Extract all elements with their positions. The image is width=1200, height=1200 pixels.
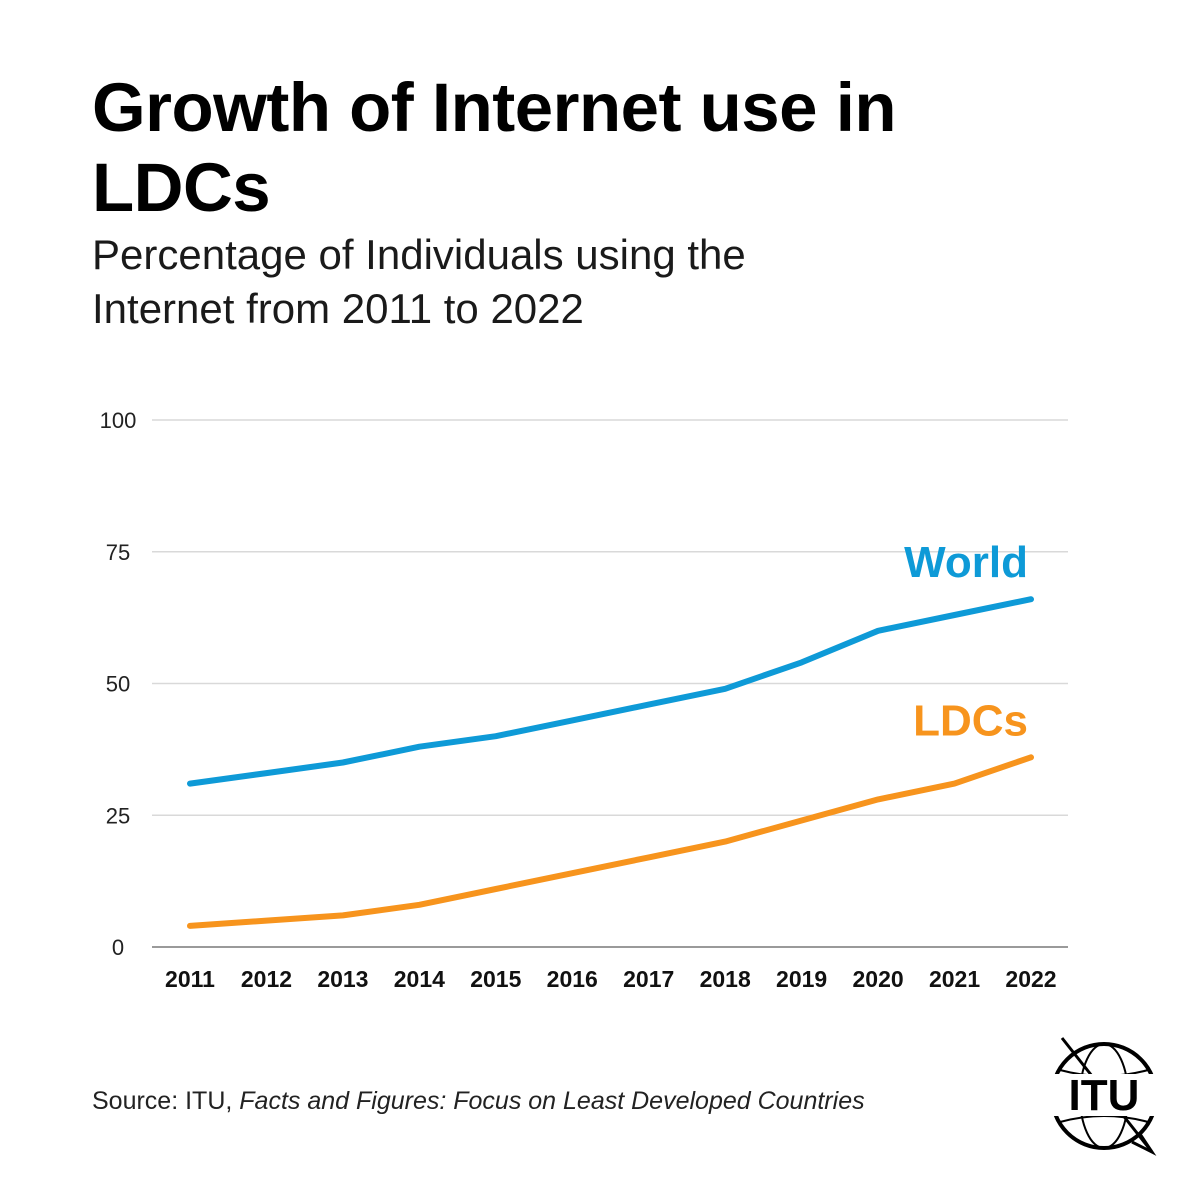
grid-layer <box>152 419 1068 948</box>
source-publication: Facts and Figures: Focus on Least Develo… <box>239 1087 865 1115</box>
source-prefix: Source: ITU, <box>92 1087 240 1115</box>
x-tick-label-2021: 2021 <box>929 966 980 992</box>
chart-subtitle: Percentage of Individuals using the Inte… <box>92 231 746 332</box>
x-axis-ticks: 2011 2012 2013 2014 2015 2016 2017 2018 2019 2020… <box>165 966 1057 992</box>
series-labels: World LDCs <box>904 538 1028 745</box>
series-layer <box>187 596 1034 929</box>
itu-globe-logo-icon: ITU <box>1050 1037 1158 1156</box>
x-tick-label-2019: 2019 <box>776 966 827 992</box>
y-axis-ticks: 0 25 50 75 100 <box>100 408 137 960</box>
series-line-ldcs <box>187 754 1034 929</box>
x-tick-label-2017: 2017 <box>623 966 674 992</box>
x-tick-label-2018: 2018 <box>700 966 751 992</box>
y-tick-label-50: 50 <box>106 672 130 697</box>
series-label-world: World <box>904 538 1028 587</box>
series-line-world <box>187 596 1034 787</box>
y-tick-label-100: 100 <box>100 408 137 433</box>
chart-title: Growth of Internet use in LDCs <box>92 69 897 226</box>
x-tick-label-2014: 2014 <box>394 966 445 992</box>
series-label-ldcs: LDCs <box>913 696 1028 745</box>
y-tick-label-75: 75 <box>106 540 130 565</box>
source-note: Source: ITU, Facts and Figures: Focus on… <box>92 1087 865 1116</box>
x-tick-label-2016: 2016 <box>547 966 598 992</box>
x-tick-label-2020: 2020 <box>853 966 904 992</box>
x-tick-label-2011: 2011 <box>165 966 215 992</box>
x-tick-label-2022: 2022 <box>1005 966 1056 992</box>
x-tick-label-2013: 2013 <box>317 966 368 992</box>
x-tick-label-2012: 2012 <box>241 966 292 992</box>
x-tick-label-2015: 2015 <box>470 966 521 992</box>
logo-text: ITU <box>1069 1071 1140 1120</box>
y-tick-label-0: 0 <box>112 935 124 960</box>
y-tick-label-25: 25 <box>106 803 130 828</box>
